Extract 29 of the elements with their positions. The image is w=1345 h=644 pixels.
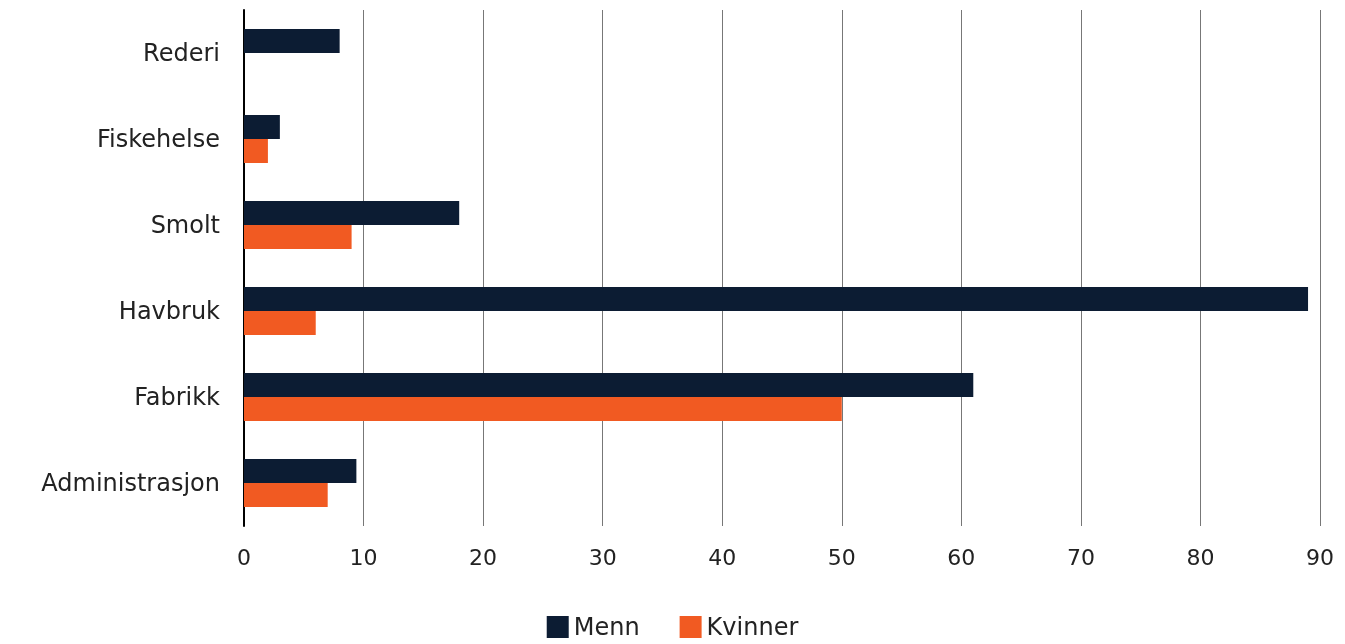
y-tick-label: Havbruk <box>118 297 221 325</box>
x-tick-label: 20 <box>469 544 498 570</box>
bar <box>244 115 280 139</box>
bar <box>244 311 316 335</box>
x-tick-label: 30 <box>588 544 617 570</box>
y-tick-label: Administrasjon <box>41 469 220 497</box>
x-tick-label: 60 <box>947 544 976 570</box>
x-tick-label: 10 <box>349 544 378 570</box>
y-tick-label: Rederi <box>143 39 220 67</box>
x-tick-label: 70 <box>1066 544 1095 570</box>
x-tick-label: 80 <box>1186 544 1215 570</box>
x-tick-label: 90 <box>1306 544 1334 570</box>
legend-label: Menn <box>573 613 640 641</box>
y-tick-label: Smolt <box>150 211 220 239</box>
bar <box>244 397 842 421</box>
legend-label: Kvinner <box>706 613 799 641</box>
y-tick-label: Fabrikk <box>134 383 221 411</box>
bar <box>244 201 460 225</box>
bar <box>244 483 328 507</box>
x-tick-label: 0 <box>237 544 251 570</box>
bar <box>244 459 357 483</box>
bar <box>244 373 974 397</box>
bar <box>244 287 1309 311</box>
y-tick-label: Fiskehelse <box>97 125 220 153</box>
bar <box>244 225 352 249</box>
bar <box>244 139 268 163</box>
x-tick-label: 50 <box>827 544 856 570</box>
x-tick-label: 40 <box>708 544 737 570</box>
bar <box>244 29 340 53</box>
